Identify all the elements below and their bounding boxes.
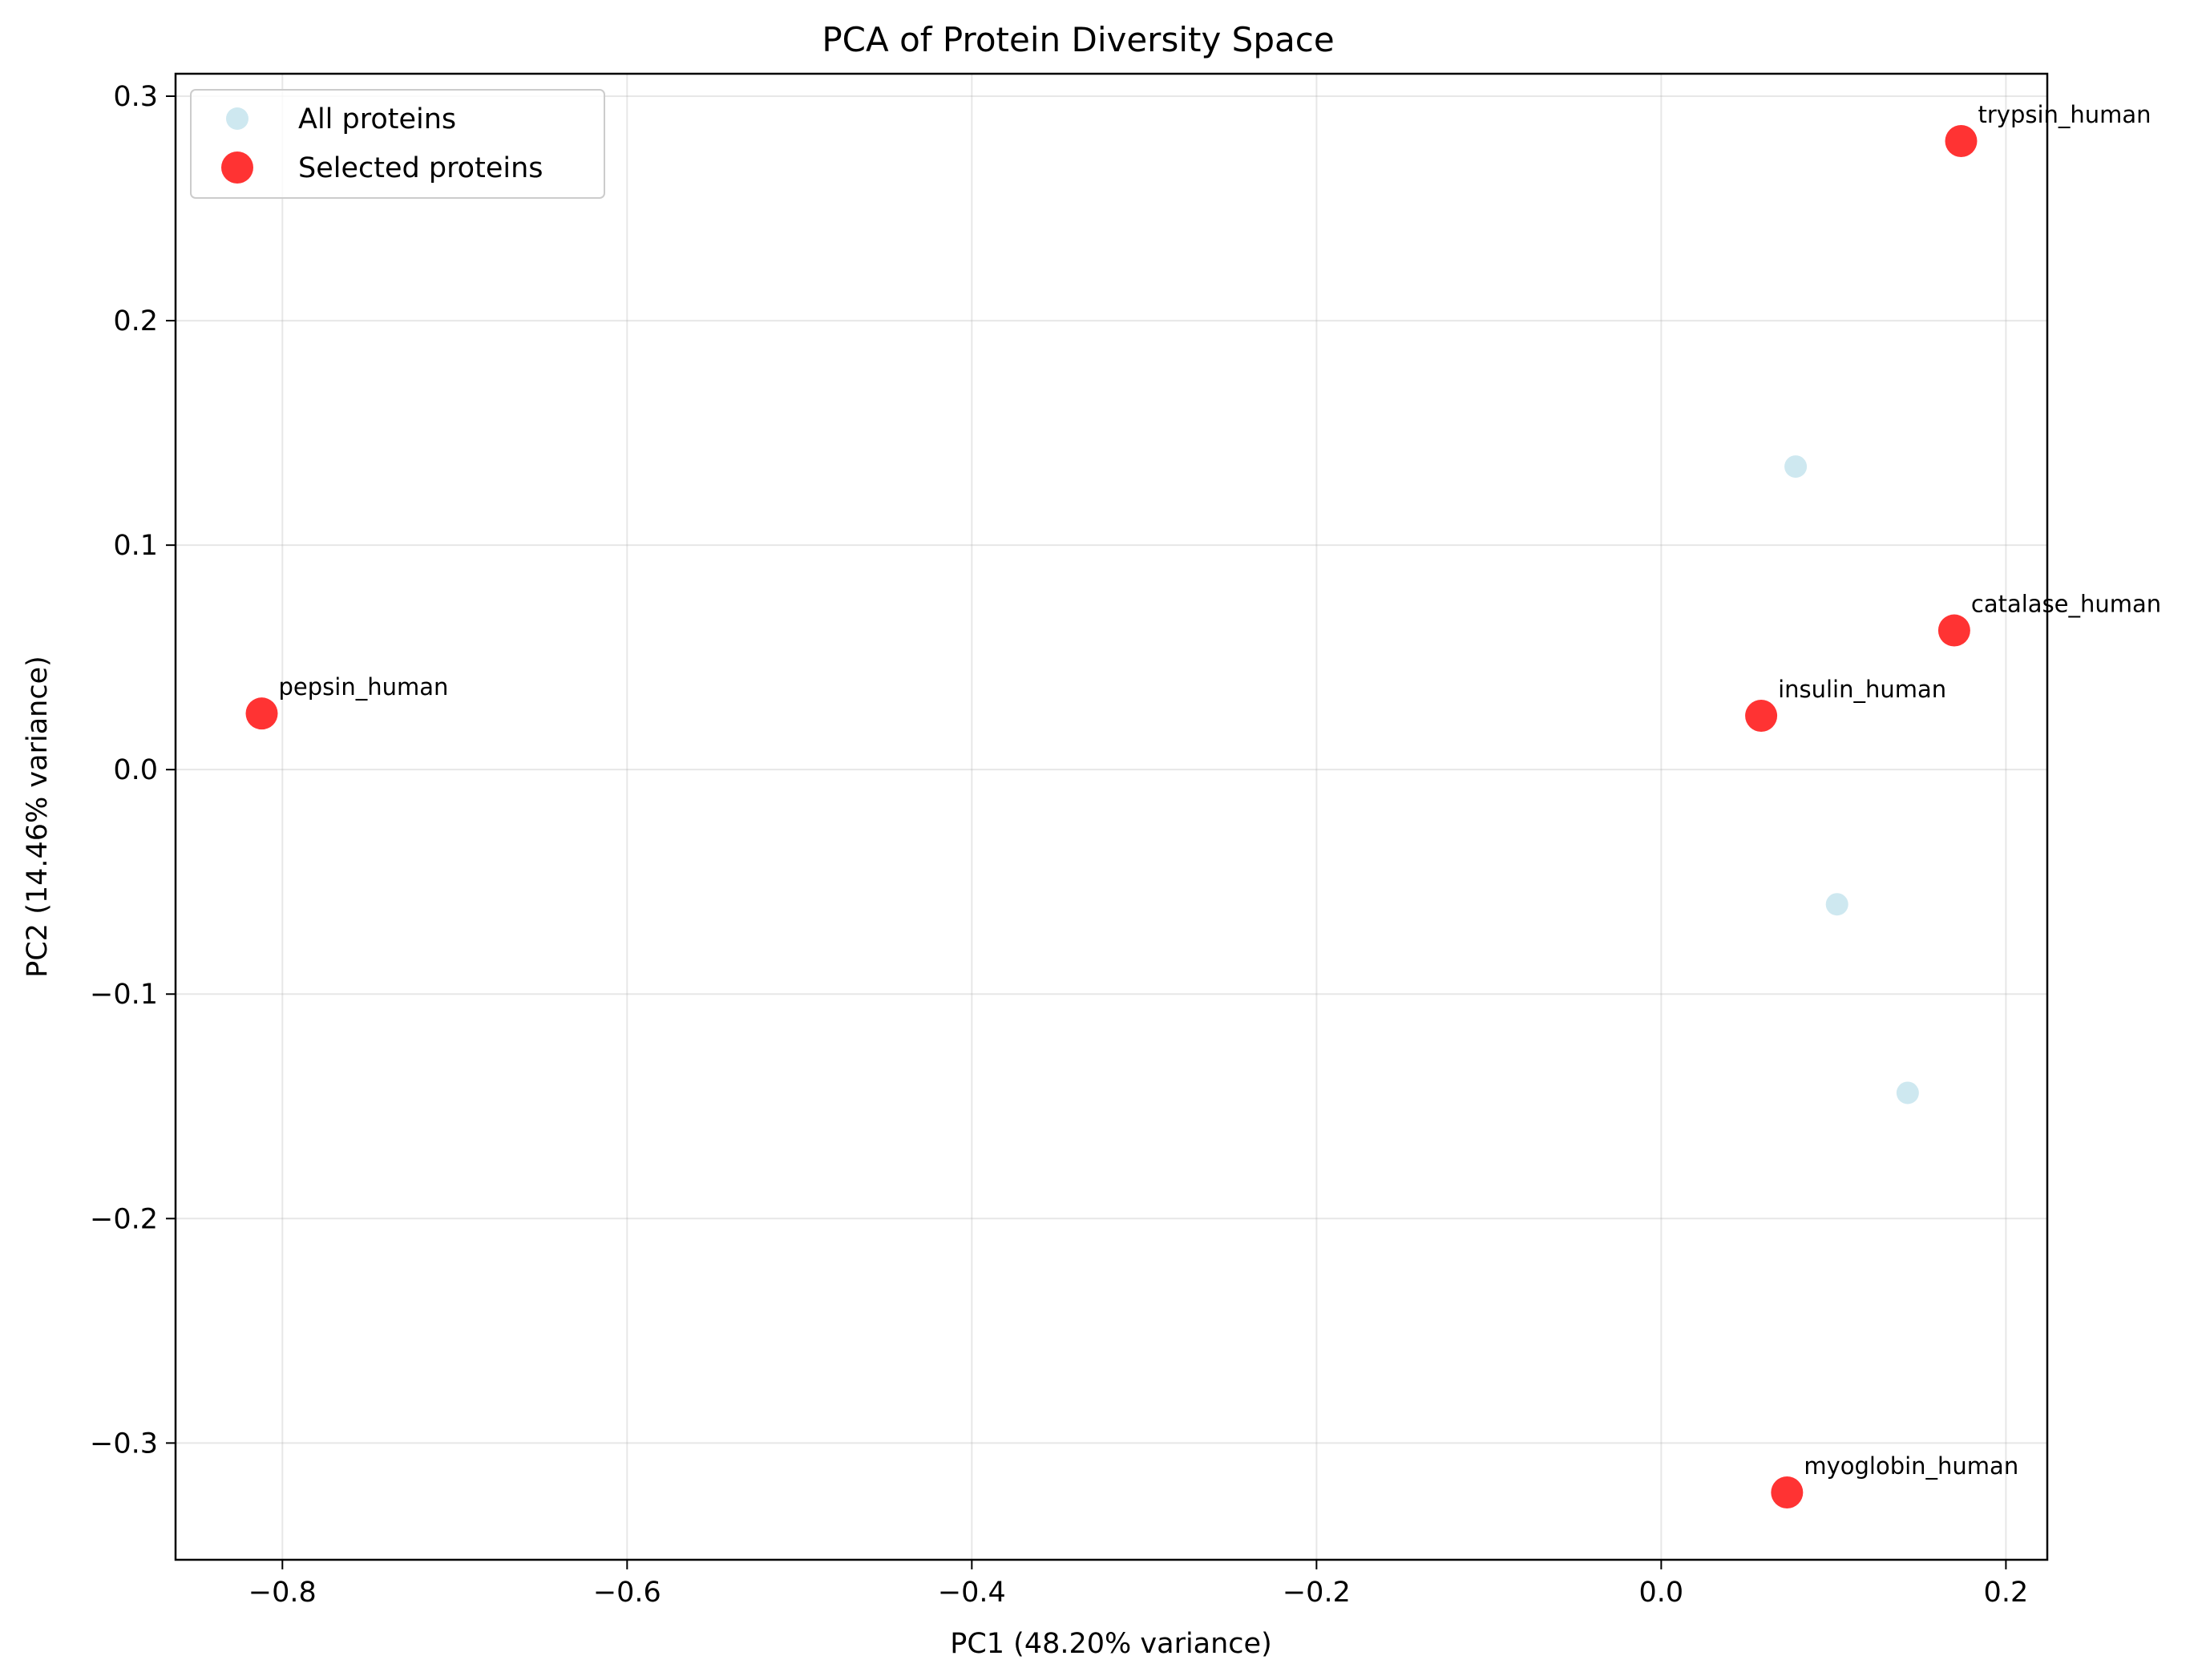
y-tick-label: 0.1 (113, 530, 158, 562)
x-tick-label: −0.8 (248, 1577, 317, 1609)
legend-label-all-proteins: All proteins (298, 103, 456, 135)
all-proteins-point (1825, 893, 1848, 916)
selected-protein-point (1945, 125, 1978, 158)
all-proteins-point (1896, 1081, 1919, 1105)
selected-protein-point (1937, 614, 1970, 647)
legend: All proteins Selected proteins (190, 89, 605, 199)
point-label: pepsin_human (279, 673, 449, 701)
axes: −0.8 −0.6 −0.4 −0.2 0.0 0.2 −0.3 −0.2 −0.1 0.0 0.1… (90, 81, 2028, 1609)
x-tick-label: −0.4 (938, 1577, 1006, 1609)
all-proteins-point (1784, 455, 1808, 479)
y-tick-label: 0.2 (113, 305, 158, 337)
x-tick-label: −0.6 (593, 1577, 661, 1609)
grid-lines (176, 74, 2047, 1560)
point-label: catalase_human (1971, 591, 2161, 618)
y-axis-label: PC2 (14.46% variance) (22, 656, 54, 978)
plot-frame (174, 72, 2049, 1561)
point-label: insulin_human (1778, 676, 1946, 703)
x-tick-label: 0.2 (1984, 1577, 2029, 1609)
y-tick-label: 0.0 (113, 754, 158, 786)
x-tick-label: 0.0 (1639, 1577, 1684, 1609)
legend-label-selected-proteins: Selected proteins (298, 152, 543, 184)
legend-marker-selected-proteins (221, 151, 253, 184)
y-tick-label: 0.3 (113, 81, 158, 113)
point-label: myoglobin_human (1804, 1452, 2018, 1480)
selected-protein-point (1771, 1476, 1804, 1508)
y-tick-label: −0.1 (90, 979, 158, 1011)
point-labels: trypsin_human catalase_human insulin_human… (279, 101, 2162, 1480)
chart-title: PCA of Protein Diversity Space (822, 20, 1334, 59)
data-points (245, 125, 1978, 1508)
y-tick-label: −0.3 (90, 1428, 158, 1460)
x-tick-label: −0.2 (1283, 1577, 1351, 1609)
selected-protein-point (245, 697, 278, 730)
x-axis-label: PC1 (48.20% variance) (950, 1628, 1272, 1660)
point-label: trypsin_human (1978, 101, 2151, 128)
legend-frame (190, 89, 605, 199)
y-tick-label: −0.2 (90, 1203, 158, 1235)
legend-marker-all-proteins (226, 107, 248, 130)
selected-protein-point (1745, 699, 1778, 732)
